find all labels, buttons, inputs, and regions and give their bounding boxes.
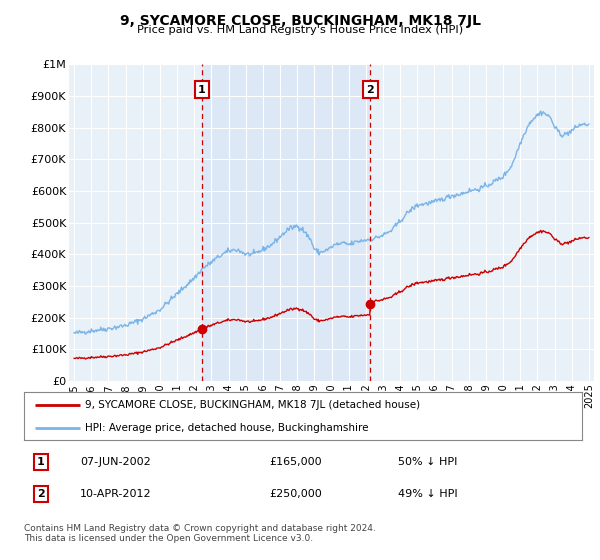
Text: £250,000: £250,000 <box>269 489 322 499</box>
Text: 2: 2 <box>37 489 44 499</box>
Text: 2: 2 <box>367 85 374 95</box>
Text: 50% ↓ HPI: 50% ↓ HPI <box>398 457 457 467</box>
Text: 10-APR-2012: 10-APR-2012 <box>80 489 151 499</box>
Text: Price paid vs. HM Land Registry's House Price Index (HPI): Price paid vs. HM Land Registry's House … <box>137 25 463 35</box>
Text: 9, SYCAMORE CLOSE, BUCKINGHAM, MK18 7JL: 9, SYCAMORE CLOSE, BUCKINGHAM, MK18 7JL <box>119 14 481 28</box>
Bar <box>202 64 370 381</box>
Text: 1: 1 <box>37 457 44 467</box>
Text: Contains HM Land Registry data © Crown copyright and database right 2024.
This d: Contains HM Land Registry data © Crown c… <box>24 524 376 543</box>
Text: £165,000: £165,000 <box>269 457 322 467</box>
Text: 49% ↓ HPI: 49% ↓ HPI <box>398 489 457 499</box>
Text: HPI: Average price, detached house, Buckinghamshire: HPI: Average price, detached house, Buck… <box>85 423 369 433</box>
Text: 07-JUN-2002: 07-JUN-2002 <box>80 457 151 467</box>
Text: 1: 1 <box>198 85 206 95</box>
Text: 9, SYCAMORE CLOSE, BUCKINGHAM, MK18 7JL (detached house): 9, SYCAMORE CLOSE, BUCKINGHAM, MK18 7JL … <box>85 400 421 410</box>
